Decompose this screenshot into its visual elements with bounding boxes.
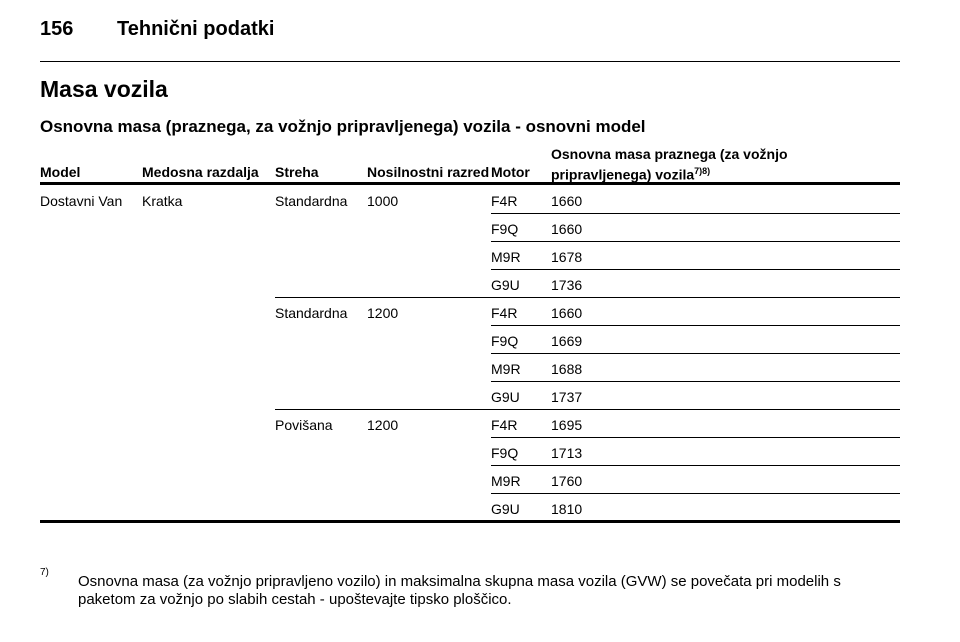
row-rule [275, 297, 900, 298]
column-header: Medosna razdalja [142, 164, 259, 180]
row-rule [491, 325, 900, 326]
row-rule [491, 465, 900, 466]
cell: 1737 [551, 389, 583, 405]
page-number: 156 [40, 18, 74, 40]
cell: 1688 [551, 361, 583, 377]
row-rule [275, 409, 900, 410]
header-rule [40, 182, 900, 185]
cell: 1669 [551, 333, 583, 349]
row-rule [491, 493, 900, 494]
cell: M9R [491, 361, 521, 377]
column-header: Osnovna masa praznega (za vožnjo priprav… [551, 146, 788, 183]
cell: 1760 [551, 473, 583, 489]
cell: Dostavni Van [40, 193, 123, 209]
cell: 1660 [551, 305, 583, 321]
cell: M9R [491, 473, 521, 489]
cell: 1810 [551, 501, 583, 517]
header-rule [40, 61, 900, 62]
cell: 1736 [551, 277, 583, 293]
cell: F9Q [491, 333, 519, 349]
cell: F4R [491, 305, 518, 321]
cell: G9U [491, 277, 520, 293]
column-header: Nosilnostni razred [367, 164, 490, 180]
cell: Standardna [275, 193, 348, 209]
cell: F9Q [491, 221, 519, 237]
row-rule [491, 269, 900, 270]
cell: G9U [491, 501, 520, 517]
cell: F4R [491, 193, 518, 209]
subtitle: Osnovna masa (praznega, za vožnjo pripra… [40, 117, 646, 136]
column-header: Model [40, 164, 81, 180]
column-header: Motor [491, 164, 530, 180]
cell: F9Q [491, 445, 519, 461]
cell: G9U [491, 389, 520, 405]
footnote-ref: 7) [40, 567, 49, 578]
cell: Kratka [142, 193, 183, 209]
row-rule [491, 381, 900, 382]
title: Masa vozila [40, 76, 168, 102]
cell: 1200 [367, 417, 399, 433]
note-ref: 7)8) [694, 166, 711, 176]
cell: 1660 [551, 193, 583, 209]
row-rule [491, 241, 900, 242]
cell: M9R [491, 249, 521, 265]
row-rule [491, 353, 900, 354]
column-header: Streha [275, 164, 319, 180]
cell: F4R [491, 417, 518, 433]
cell: 1000 [367, 193, 399, 209]
row-rule [491, 437, 900, 438]
cell: 1713 [551, 445, 583, 461]
footnote-text: Osnovna masa (za vožnjo pripravljeno voz… [78, 573, 841, 608]
row-rule [40, 520, 900, 523]
cell: Povišana [275, 417, 333, 433]
row-rule [491, 213, 900, 214]
cell: Standardna [275, 305, 348, 321]
cell: 1200 [367, 305, 399, 321]
section-title: Tehnični podatki [117, 18, 275, 40]
cell: 1695 [551, 417, 583, 433]
cell: 1660 [551, 221, 583, 237]
cell: 1678 [551, 249, 583, 265]
